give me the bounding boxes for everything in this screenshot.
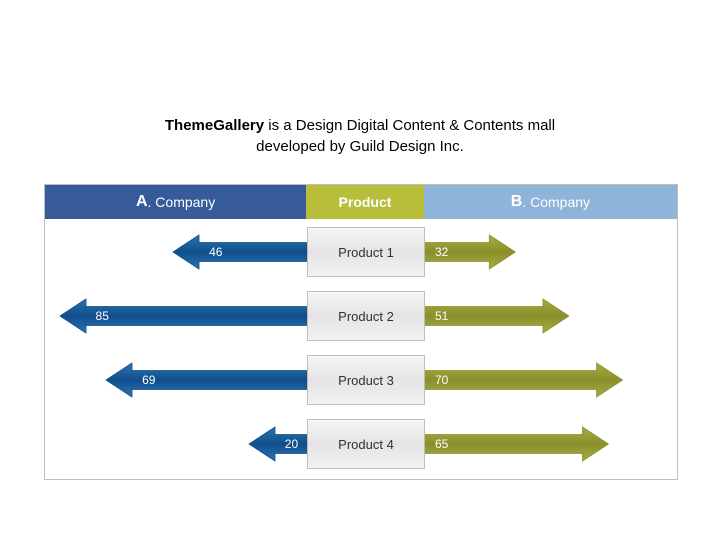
header-a-rest: . Company — [148, 194, 216, 210]
arrow-right: 65 — [425, 427, 608, 461]
header-company-b: B. Company — [424, 185, 677, 219]
product-label: Product 1 — [307, 227, 425, 277]
arrow-right: 70 — [425, 363, 623, 397]
product-label: Product 4 — [307, 419, 425, 469]
header-b-rest: . Company — [522, 194, 590, 210]
chart-row: 69 70Product 3 — [45, 349, 677, 413]
arrow-right-value: 70 — [425, 363, 623, 397]
arrow-right-value: 65 — [425, 427, 608, 461]
arrow-left-value: 85 — [60, 299, 307, 333]
arrow-right-value: 32 — [425, 235, 515, 269]
title-line-2: developed by Guild Design Inc. — [0, 136, 720, 157]
header-company-a: A. Company — [45, 185, 306, 219]
arrow-left-value: 69 — [106, 363, 307, 397]
title-bold: ThemeGallery — [165, 117, 264, 134]
arrow-left: 85 — [60, 299, 307, 333]
chart-rows: 46 32Product 1 85 51Product 2 69 70Produ… — [45, 219, 677, 479]
title-block: ThemeGallery is a Design Digital Content… — [0, 115, 720, 157]
arrow-right: 51 — [425, 299, 569, 333]
arrow-left: 69 — [106, 363, 307, 397]
arrow-left: 46 — [173, 235, 307, 269]
product-label: Product 2 — [307, 291, 425, 341]
arrow-left-value: 20 — [249, 427, 307, 461]
header-a-letter: A — [136, 193, 148, 211]
comparison-chart: A. Company Product B. Company 46 32Produ… — [44, 184, 678, 480]
arrow-left: 20 — [249, 427, 307, 461]
chart-row: 85 51Product 2 — [45, 285, 677, 349]
title-line-1: ThemeGallery is a Design Digital Content… — [0, 115, 720, 136]
header-product: Product — [306, 185, 424, 219]
chart-row: 20 65Product 4 — [45, 413, 677, 477]
header-row: A. Company Product B. Company — [45, 185, 677, 219]
arrow-left-value: 46 — [173, 235, 307, 269]
title-rest: is a Design Digital Content & Contents m… — [264, 117, 555, 134]
product-label: Product 3 — [307, 355, 425, 405]
arrow-right: 32 — [425, 235, 515, 269]
header-b-letter: B — [511, 193, 523, 211]
arrow-right-value: 51 — [425, 299, 569, 333]
chart-row: 46 32Product 1 — [45, 221, 677, 285]
